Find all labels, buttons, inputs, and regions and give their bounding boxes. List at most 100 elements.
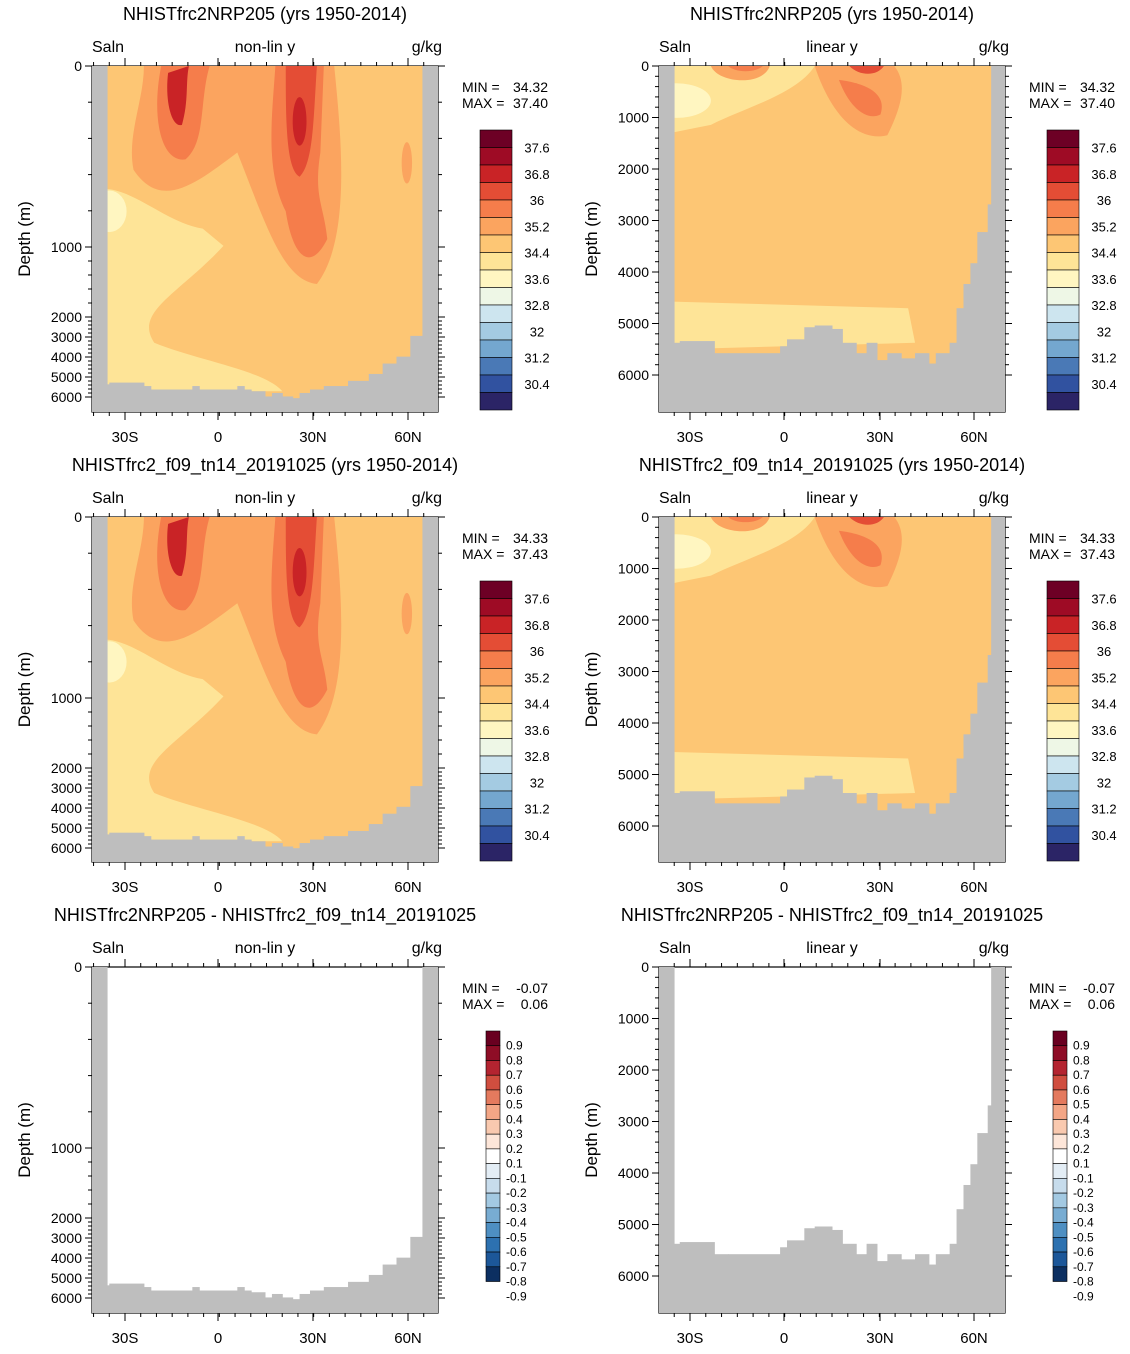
- land-seafloor: [866, 342, 878, 412]
- chart-title: NHISTfrc2_f09_tn14_20191025 (yrs 1950-20…: [639, 455, 1025, 476]
- colorbar-swatch: [1046, 269, 1080, 288]
- colorbar-swatch: [1052, 1222, 1068, 1238]
- colorbar-label: 37.6: [1091, 592, 1116, 607]
- y-tick-label: 4000: [51, 800, 82, 816]
- colorbar-swatch: [1046, 773, 1080, 792]
- colorbar-swatch: [1046, 199, 1080, 218]
- colorbar-label: 34.4: [1091, 697, 1116, 712]
- min-value: -0.07: [1083, 980, 1115, 996]
- land-seafloor: [970, 713, 978, 862]
- y-tick-label: 6000: [51, 389, 82, 405]
- colorbar-swatch: [479, 773, 513, 792]
- colorbar-swatch: [1046, 252, 1080, 271]
- colorbar-swatch: [479, 825, 513, 844]
- colorbar-label: 32: [530, 324, 544, 339]
- land-seafloor: [659, 967, 674, 1313]
- colorbar-label: -0.9: [506, 1289, 527, 1303]
- colorbar-label: 32.8: [1091, 749, 1116, 764]
- land-seafloor: [901, 358, 916, 412]
- colorbar-label: 36: [1097, 193, 1111, 208]
- x-tick-label: 60N: [960, 879, 988, 896]
- contour-band-36: [401, 142, 413, 184]
- y-tick-label: 1000: [51, 1140, 82, 1156]
- land-seafloor: [949, 342, 958, 412]
- land-seafloor: [244, 1290, 252, 1313]
- colorbar-swatch: [479, 685, 513, 704]
- land-seafloor: [672, 1243, 681, 1313]
- max-label: MAX =: [1029, 95, 1071, 111]
- land-west-wall: [92, 66, 108, 412]
- colorbar-swatch: [479, 580, 513, 599]
- colorbar-label: 0.9: [1073, 1039, 1090, 1053]
- colorbar-swatch: [1046, 147, 1080, 166]
- y-tick-label: 2000: [51, 309, 82, 325]
- land-seafloor: [956, 308, 964, 412]
- units-label: g/kg: [979, 490, 1009, 507]
- y-scale-label: linear y: [806, 39, 858, 56]
- land-seafloor: [928, 813, 937, 862]
- colorbar-swatch: [1046, 720, 1080, 739]
- colorbar-label: 32: [530, 775, 544, 790]
- x-tick-label: 30S: [112, 429, 139, 446]
- min-label: MIN =: [1029, 980, 1067, 996]
- colorbar-label: -0.8: [1073, 1275, 1094, 1289]
- y-tick-label: 5000: [618, 767, 649, 783]
- land-seafloor: [963, 1184, 971, 1313]
- colorbar-swatch: [485, 1178, 501, 1194]
- x-tick-label: 30S: [677, 879, 704, 896]
- y-tick-label: 3000: [51, 780, 82, 796]
- x-tick-label: 60N: [394, 1330, 422, 1347]
- land-seafloor: [963, 734, 971, 862]
- colorbar-label: 35.2: [524, 670, 549, 685]
- colorbar-label: 32.8: [1091, 298, 1116, 313]
- land-seafloor: [105, 834, 110, 862]
- land-seafloor: [348, 380, 370, 412]
- colorbar-swatch: [1046, 808, 1080, 827]
- colorbar-swatch: [485, 1104, 501, 1120]
- colorbar-swatch: [485, 1030, 501, 1047]
- colorbar-label: -0.8: [506, 1275, 527, 1289]
- land-seafloor: [282, 1297, 294, 1313]
- colorbar-swatch: [1046, 182, 1080, 201]
- land-seafloor: [915, 803, 930, 862]
- x-tick-label: 0: [780, 879, 788, 896]
- colorbar-swatch: [479, 287, 513, 306]
- land-seafloor: [876, 1261, 888, 1313]
- colorbar-swatch: [1052, 1178, 1068, 1194]
- land-seafloor: [92, 358, 107, 412]
- colorbar-label: 0.4: [506, 1112, 523, 1126]
- colorbar-label: 34.4: [524, 697, 549, 712]
- x-tick-label: 0: [780, 1330, 788, 1347]
- land-seafloor: [963, 283, 971, 412]
- x-tick-label: 60N: [960, 429, 988, 446]
- land-seafloor: [271, 392, 283, 412]
- max-value: 37.40: [1080, 95, 1115, 111]
- land-seafloor: [237, 836, 245, 862]
- y-tick-label: 5000: [618, 316, 649, 332]
- land-seafloor: [1001, 145, 1005, 412]
- y-tick-label: 1000: [51, 239, 82, 255]
- land-seafloor: [396, 1257, 411, 1313]
- y-tick-label: 2000: [618, 612, 649, 628]
- land-seafloor: [679, 341, 715, 412]
- colorbar-label: 0.8: [1073, 1053, 1090, 1067]
- land-seafloor: [714, 1254, 729, 1313]
- land-seafloor: [424, 66, 438, 412]
- contour-band-34_4: [92, 639, 283, 842]
- colorbar-label: 31.2: [524, 351, 549, 366]
- land-seafloor: [150, 389, 193, 412]
- land-seafloor: [832, 1229, 843, 1313]
- x-tick-label: 30N: [866, 429, 894, 446]
- colorbar-label: -0.4: [1073, 1216, 1094, 1230]
- colorbar-swatch: [485, 1148, 501, 1164]
- y-tick-label: 4000: [618, 264, 649, 280]
- y-tick-label: 0: [74, 959, 82, 975]
- land-seafloor: [842, 793, 857, 862]
- colorbar-swatch: [1052, 1089, 1068, 1105]
- colorbar-swatch: [1046, 843, 1080, 862]
- land-seafloor: [309, 839, 325, 862]
- chart-panel: NHISTfrc2NRP205 - NHISTfrc2_f09_tn14_201…: [15, 905, 548, 1347]
- colorbar-swatch: [479, 615, 513, 634]
- contour-band-max: [292, 97, 307, 146]
- y-tick-label: 2000: [51, 1210, 82, 1226]
